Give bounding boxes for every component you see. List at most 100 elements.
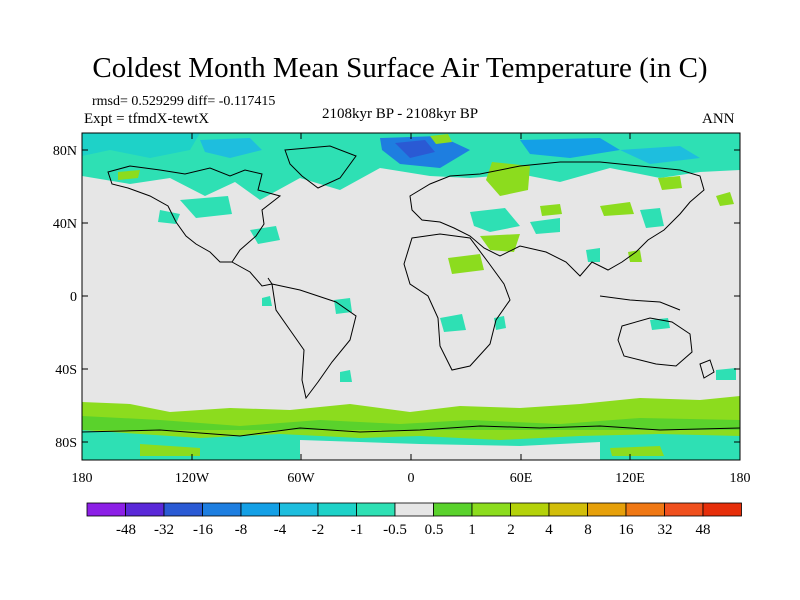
colorbar-label: 1 <box>468 522 476 538</box>
africa-coast <box>403 233 511 371</box>
new-zealand-coast <box>699 359 715 379</box>
lat-tick-label: 40S <box>55 363 77 378</box>
cool-tasman-patch <box>716 368 736 380</box>
lat-tick-label: 40N <box>53 217 77 232</box>
cool-east-africa <box>494 316 506 330</box>
colorbar-swatch <box>317 502 357 517</box>
strong-cool-siberia <box>520 138 620 158</box>
warm-indochina <box>628 250 642 262</box>
lon-tick-label: 120E <box>615 471 645 486</box>
colorbar-label: 48 <box>696 522 711 538</box>
lon-tick-labels: 180 120W 60W 0 60E 120E 180 <box>72 471 751 486</box>
colorbar-swatch <box>433 502 473 517</box>
map-title: Coldest Month Mean Surface Air Temperatu… <box>92 52 708 84</box>
cool-east-us <box>250 226 280 244</box>
colorbar-swatch <box>202 502 242 517</box>
coastlines <box>82 145 740 437</box>
lon-tick-label: 120W <box>175 471 210 486</box>
colorbar-boxes <box>86 502 742 517</box>
cool-caspian <box>470 208 520 232</box>
lon-tick-marks <box>81 133 741 460</box>
period-label: 2108kyr BP - 2108kyr BP <box>322 106 479 122</box>
colorbar-label: 2 <box>507 522 515 538</box>
colorbar-swatch <box>394 502 434 517</box>
colorbar-swatch <box>625 502 665 517</box>
colorbar-label: -2 <box>312 522 325 538</box>
warm-east-antarctica <box>610 446 664 456</box>
colorbar-label: -4 <box>274 522 287 538</box>
cool-south-america <box>340 370 352 382</box>
cool-north-america <box>180 196 232 218</box>
warm-alaska <box>118 170 140 180</box>
colorbar-swatch <box>86 502 126 517</box>
lat-tick-label: 80N <box>53 144 77 159</box>
colorbar-label: -0.5 <box>383 522 407 538</box>
colorbar-swatch <box>163 502 203 517</box>
cool-china <box>640 208 664 228</box>
cool-india <box>586 248 600 262</box>
colorbar-label: -32 <box>154 522 174 538</box>
stats-line: rmsd= 0.529299 diff= -0.117415 <box>92 94 276 109</box>
colorbar-label: -48 <box>116 522 136 538</box>
australia-coast <box>617 317 693 367</box>
lon-tick-label: 60E <box>510 471 533 486</box>
south-america-coast <box>271 283 357 400</box>
lon-tick-label: 180 <box>72 471 93 486</box>
map-panel <box>81 132 741 461</box>
antarctica-coast <box>82 425 740 437</box>
lat-tick-labels: 80N 40N 0 40S 80S <box>53 144 77 451</box>
colorbar-swatch <box>471 502 511 517</box>
colorbar-label: -16 <box>193 522 213 538</box>
colorbar-label: 32 <box>658 522 673 538</box>
lon-tick-label: 60W <box>287 471 315 486</box>
colorbar-swatch <box>587 502 627 517</box>
season-label: ANN <box>702 111 735 127</box>
colorbar-swatch <box>702 502 742 517</box>
colorbar-label: -1 <box>351 522 364 538</box>
antarctic-neutral <box>300 440 600 460</box>
colorbar-label: 4 <box>545 522 553 538</box>
cool-central-africa <box>440 314 466 332</box>
strongest-cool-barents <box>395 140 435 158</box>
colorbar-label: 16 <box>619 522 635 538</box>
warm-north-pacific <box>716 192 734 206</box>
experiment-label: Expt = tfmdX-tewtX <box>84 111 210 127</box>
north-america-coast <box>107 165 282 263</box>
cool-canadian-arctic <box>200 138 262 158</box>
colorbar-swatch <box>279 502 319 517</box>
warm-central-asia <box>540 204 562 216</box>
arctic-cool-patch-west <box>82 133 200 158</box>
lon-tick-label: 180 <box>730 471 751 486</box>
colorbar-swatch <box>548 502 588 517</box>
lat-tick-label: 0 <box>70 290 77 305</box>
colorbar-label: -8 <box>235 522 248 538</box>
eurasia-coast <box>409 161 705 277</box>
greenland-coast <box>284 145 357 189</box>
lat-tick-marks <box>82 149 740 443</box>
central-america-coast <box>231 261 273 287</box>
colorbar-swatch <box>240 502 280 517</box>
colorbar-labels: -48 -32 -16 -8 -4 -2 -1 -0.5 0.5 1 2 4 8… <box>116 522 711 538</box>
warm-kamchatka <box>658 176 682 190</box>
colorbar-swatch <box>510 502 550 517</box>
lat-tick-label: 80S <box>55 436 77 451</box>
colorbar-label: 8 <box>584 522 592 538</box>
anomaly-field <box>82 133 740 460</box>
cool-pacific-patch <box>158 210 180 224</box>
cool-tibet-west <box>530 218 560 234</box>
colorbar-swatch <box>664 502 704 517</box>
warm-ross-sea <box>140 444 200 456</box>
warm-iran <box>480 234 520 252</box>
cool-pacific-equator <box>262 296 272 306</box>
warm-arabia <box>448 254 484 274</box>
indonesia-coast <box>599 295 681 311</box>
lon-tick-label: 0 <box>408 471 415 486</box>
warm-mongolia <box>600 202 634 216</box>
warm-svalbard <box>430 134 452 144</box>
colorbar-label: 0.5 <box>425 522 444 538</box>
colorbar-swatch <box>356 502 396 517</box>
cool-east-siberia <box>620 146 700 164</box>
colorbar-swatch <box>125 502 165 517</box>
colorbar: -48 -32 -16 -8 -4 -2 -1 -0.5 0.5 1 2 4 8… <box>86 502 742 538</box>
